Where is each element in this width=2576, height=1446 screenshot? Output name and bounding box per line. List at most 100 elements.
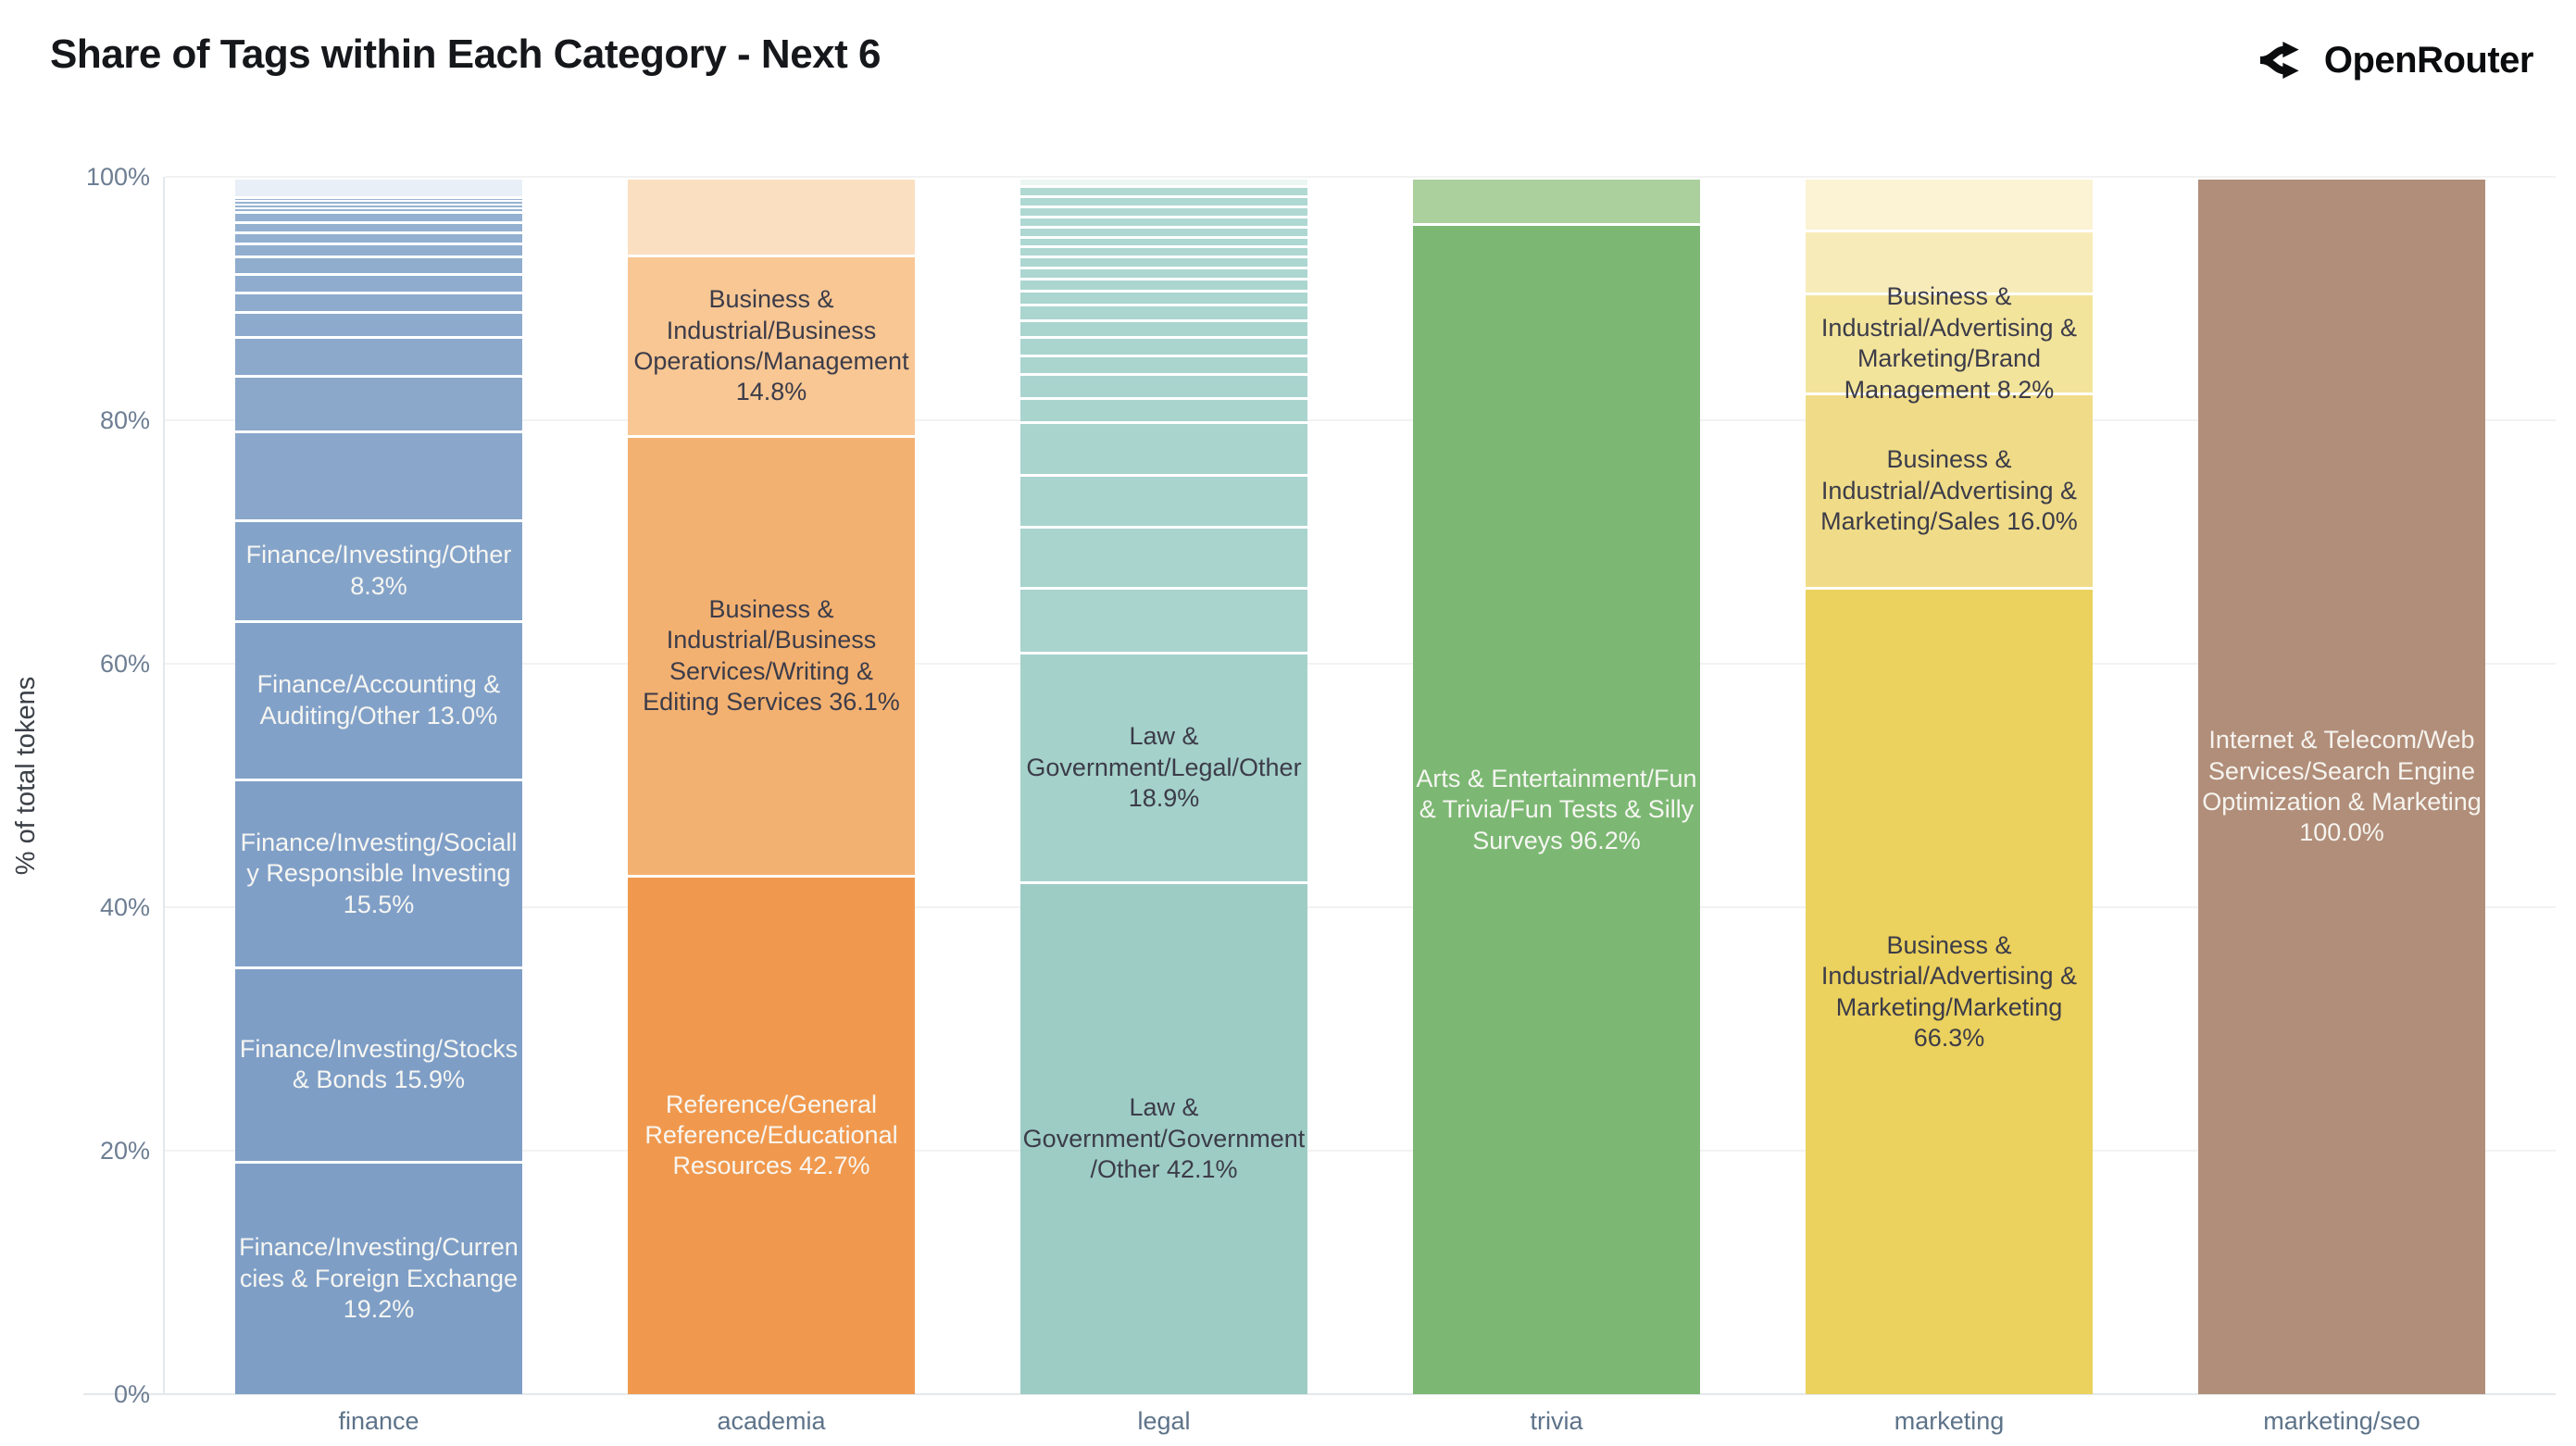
- gridline: [165, 176, 2556, 178]
- bar-segment[interactable]: [1020, 238, 1307, 246]
- x-axis-category-label: trivia: [1530, 1407, 1583, 1435]
- bar-segment[interactable]: [628, 180, 915, 256]
- segment-label: Business & Industrial/Advertising & Mark…: [1820, 445, 2078, 536]
- bar-segment[interactable]: [1020, 258, 1307, 268]
- openrouter-logo: OpenRouter: [2259, 35, 2534, 85]
- segment-label: Finance/Investing/Socially Responsible I…: [240, 828, 518, 918]
- openrouter-wordmark: OpenRouter: [2323, 39, 2534, 81]
- stacked-bar-marketing: Business & Industrial/Advertising & Mark…: [1806, 177, 2093, 1394]
- bar-segment[interactable]: Business & Industrial/Advertising & Mark…: [1806, 590, 2093, 1394]
- y-tick-label: 0%: [113, 1380, 150, 1408]
- bar-segment[interactable]: [1020, 197, 1307, 206]
- bar-segment[interactable]: [1020, 269, 1307, 279]
- bar-segment[interactable]: [235, 209, 522, 211]
- x-axis-category-label: academia: [717, 1407, 826, 1435]
- bar-segment[interactable]: [1020, 400, 1307, 422]
- bar-segment[interactable]: Internet & Telecom/Web Services/Search E…: [2198, 180, 2485, 1394]
- x-axis-category-label: finance: [338, 1407, 419, 1435]
- x-axis-line: [83, 1393, 2556, 1395]
- segment-label: Reference/General Reference/Educational …: [644, 1090, 898, 1180]
- bar-segment[interactable]: [235, 234, 522, 243]
- bar-segment[interactable]: [1020, 229, 1307, 236]
- bar-segment[interactable]: Finance/Investing/Socially Responsible I…: [235, 780, 522, 967]
- bar-segment[interactable]: [235, 198, 522, 200]
- bar-segment[interactable]: [1413, 180, 1700, 223]
- bar-segment[interactable]: [235, 313, 522, 337]
- bar-segment[interactable]: Finance/Investing/Currencies & Foreign E…: [235, 1163, 522, 1394]
- bar-segment[interactable]: [235, 202, 522, 204]
- stacked-bar-finance: Finance/Investing/Currencies & Foreign E…: [235, 177, 522, 1394]
- bar-segment[interactable]: Business & Industrial/Business Services/…: [628, 437, 915, 875]
- bar-segment[interactable]: [1020, 424, 1307, 474]
- gridline: [165, 663, 2556, 665]
- bar-segment[interactable]: [1020, 218, 1307, 227]
- bar-segment[interactable]: [1020, 248, 1307, 256]
- segment-label: Business & Industrial/Advertising & Mark…: [1820, 282, 2078, 404]
- stacked-bar-academia: Reference/General Reference/Educational …: [628, 177, 915, 1394]
- stacked-bar-trivia: Arts & Entertainment/Fun & Trivia/Fun Te…: [1413, 177, 1700, 1394]
- bar-segment[interactable]: Finance/Investing/Other 8.3%: [235, 521, 522, 620]
- y-tick-label: 80%: [99, 406, 150, 434]
- bar-segment[interactable]: [235, 432, 522, 519]
- x-axis-category-label: marketing: [1894, 1407, 2005, 1435]
- openrouter-fork-arrows-icon: [2259, 35, 2309, 85]
- bar-segment[interactable]: Business & Industrial/Business Operation…: [628, 257, 915, 435]
- segment-label: Finance/Investing/Stocks & Bonds 15.9%: [239, 1035, 519, 1094]
- bar-segment[interactable]: [1020, 339, 1307, 355]
- bar-segment[interactable]: [1020, 280, 1307, 291]
- bar-segment[interactable]: [235, 378, 522, 430]
- bar-segment[interactable]: [1020, 529, 1307, 588]
- bar-segment[interactable]: Law & Government/Government/Other 42.1%: [1020, 884, 1307, 1394]
- bar-segment[interactable]: [235, 339, 522, 376]
- x-axis-category-label: marketing/seo: [2263, 1407, 2420, 1435]
- gridline: [165, 1150, 2556, 1152]
- y-tick-label: 20%: [99, 1137, 150, 1165]
- bar-segment[interactable]: [1806, 180, 2093, 230]
- segment-label: Law & Government/Legal/Other 18.9%: [1026, 722, 1302, 813]
- segment-label: Arts & Entertainment/Fun & Trivia/Fun Te…: [1416, 764, 1697, 854]
- stacked-bar-marketing-seo: Internet & Telecom/Web Services/Search E…: [2198, 177, 2485, 1394]
- bar-segment[interactable]: [235, 213, 522, 221]
- gridline: [165, 419, 2556, 421]
- bar-segment[interactable]: Finance/Investing/Stocks & Bonds 15.9%: [235, 969, 522, 1161]
- segment-label: Finance/Accounting & Auditing/Other 13.0…: [256, 670, 501, 729]
- bar-segment[interactable]: [235, 206, 522, 207]
- segment-label: Law & Government/Government/Other 42.1%: [1022, 1093, 1306, 1184]
- y-axis-line: [163, 177, 165, 1394]
- gridline: [165, 906, 2556, 908]
- segment-label: Business & Industrial/Advertising & Mark…: [1820, 930, 2078, 1053]
- bar-segment[interactable]: [235, 293, 522, 311]
- segment-label: Business & Industrial/Business Services/…: [643, 594, 900, 717]
- bar-segment[interactable]: [1020, 180, 1307, 185]
- bar-segment[interactable]: [1806, 231, 2093, 293]
- bar-segment[interactable]: Arts & Entertainment/Fun & Trivia/Fun Te…: [1413, 225, 1700, 1394]
- bar-segment[interactable]: [1020, 590, 1307, 652]
- bar-segment[interactable]: [235, 180, 522, 197]
- segment-label: Finance/Investing/Currencies & Foreign E…: [239, 1233, 519, 1323]
- bar-segment[interactable]: [1020, 321, 1307, 337]
- bar-segment[interactable]: [1020, 293, 1307, 304]
- bar-segment[interactable]: [1020, 476, 1307, 527]
- bar-segment[interactable]: [235, 275, 522, 292]
- bar-segment[interactable]: [235, 258, 522, 273]
- bar-segment[interactable]: [1020, 305, 1307, 319]
- bar-segment[interactable]: Law & Government/Legal/Other 18.9%: [1020, 654, 1307, 882]
- bar-segment[interactable]: [235, 245, 522, 256]
- bar-segment[interactable]: Business & Industrial/Advertising & Mark…: [1806, 394, 2093, 588]
- segment-label: Internet & Telecom/Web Services/Search E…: [2202, 726, 2482, 847]
- bar-segment[interactable]: [1020, 357, 1307, 373]
- bar-segment[interactable]: Reference/General Reference/Educational …: [628, 877, 915, 1394]
- bar-segment[interactable]: [1020, 187, 1307, 195]
- y-tick-label: 100%: [85, 163, 150, 191]
- y-tick-label: 40%: [99, 893, 150, 921]
- bar-segment[interactable]: [235, 224, 522, 232]
- x-axis-category-label: legal: [1137, 1407, 1191, 1435]
- chart-title: Share of Tags within Each Category - Nex…: [50, 31, 882, 77]
- bar-segment[interactable]: [1020, 375, 1307, 398]
- bar-segment[interactable]: Finance/Accounting & Auditing/Other 13.0…: [235, 622, 522, 779]
- bar-segment[interactable]: [1020, 207, 1307, 217]
- bar-segment[interactable]: Business & Industrial/Advertising & Mark…: [1806, 282, 2093, 404]
- segment-label: Business & Industrial/Business Operation…: [633, 285, 909, 406]
